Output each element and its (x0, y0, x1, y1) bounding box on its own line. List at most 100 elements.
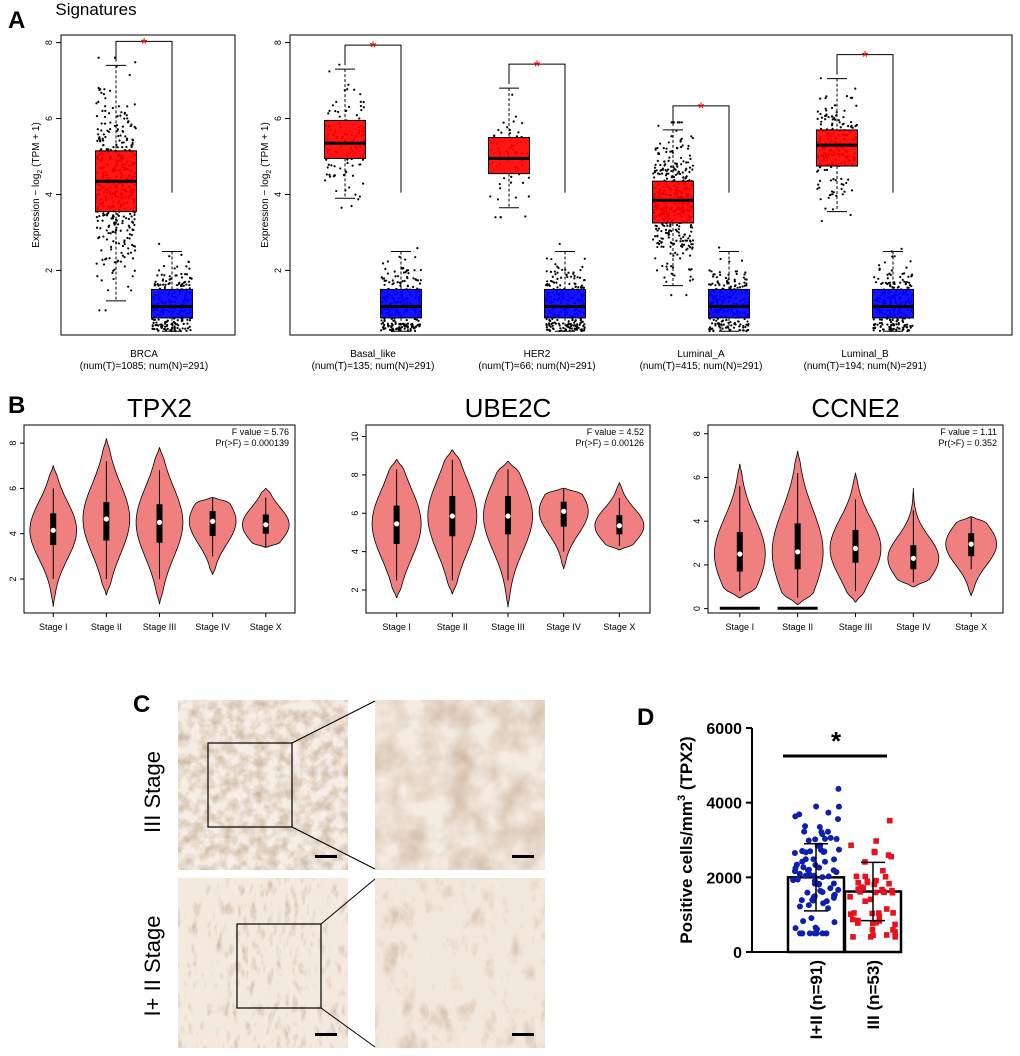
data-point (391, 279, 394, 282)
data-point (108, 89, 112, 92)
data-point (721, 327, 724, 330)
data-point (556, 271, 559, 274)
data-point (105, 229, 108, 232)
group-name: Luminal_A (677, 349, 725, 360)
data-point (744, 325, 747, 329)
data-point (724, 276, 728, 280)
data-point (164, 283, 167, 286)
y-tick-label: 6 (350, 511, 360, 516)
data-point (819, 889, 826, 896)
data-point (101, 258, 104, 261)
data-point (670, 272, 673, 275)
data-point (855, 879, 862, 886)
data-point (668, 229, 671, 232)
group-name: Luminal_B (841, 349, 889, 360)
data-point (406, 275, 409, 279)
data-point (890, 327, 893, 331)
data-point (351, 174, 355, 177)
data-point (361, 158, 365, 161)
data-point (659, 163, 662, 167)
data-point (515, 135, 519, 138)
data-point (386, 272, 390, 275)
data-point (667, 231, 670, 234)
data-point (847, 911, 854, 917)
data-point (514, 196, 517, 199)
data-point (102, 133, 105, 136)
x-tick-label: Stage II (91, 622, 122, 632)
data-point (893, 255, 896, 258)
data-point (896, 318, 899, 321)
data-point (831, 856, 838, 863)
data-point (576, 323, 579, 326)
data-point (578, 276, 582, 279)
data-point (188, 325, 191, 328)
data-point (876, 913, 883, 920)
data-point (665, 172, 668, 175)
data-point (833, 835, 840, 842)
data-point (873, 877, 879, 884)
data-point (132, 221, 135, 224)
data-point (418, 323, 422, 326)
data-point (383, 283, 386, 286)
data-point (889, 273, 892, 276)
data-point (126, 105, 129, 108)
data-point (164, 325, 167, 328)
data-point (835, 886, 842, 893)
data-point (804, 889, 811, 896)
data-point (838, 121, 841, 124)
data-point (719, 257, 722, 261)
data-point (545, 317, 548, 321)
data-point (842, 183, 845, 186)
data-point (549, 319, 552, 323)
data-point (717, 282, 720, 285)
data-point (110, 245, 113, 248)
data-point (830, 880, 837, 887)
data-point (744, 271, 747, 274)
data-point (106, 129, 109, 132)
data-point (180, 283, 184, 286)
data-point (843, 109, 846, 112)
data-point (116, 129, 119, 132)
data-point (673, 274, 676, 277)
data-point (122, 215, 125, 218)
data-point (403, 327, 406, 330)
data-point (823, 898, 830, 905)
data-point (847, 894, 853, 900)
data-point (796, 870, 803, 877)
data-point (554, 273, 557, 276)
data-point (172, 320, 176, 324)
data-point (670, 294, 673, 297)
violin-median (795, 549, 801, 555)
data-point (845, 181, 848, 185)
y-tick-label: 8 (350, 472, 360, 477)
data-point (659, 142, 662, 145)
data-point (742, 329, 745, 332)
data-point (854, 87, 857, 90)
data-point (545, 326, 548, 329)
data-point (806, 930, 813, 937)
data-point (187, 260, 190, 263)
data-point (570, 275, 573, 278)
data-point (334, 109, 337, 113)
data-point (658, 239, 661, 243)
data-point (496, 198, 500, 201)
data-point (112, 146, 115, 149)
data-point (133, 213, 136, 217)
data-point (97, 56, 100, 59)
data-point (324, 179, 327, 182)
data-point (725, 318, 728, 322)
data-point (390, 322, 393, 325)
data-point (126, 236, 129, 239)
chart-title: Signatures (55, 0, 136, 19)
zoom-connector (291, 700, 376, 744)
y-tick-label: 8 (8, 441, 18, 446)
data-point (190, 277, 193, 280)
data-point (869, 926, 876, 933)
data-point (131, 228, 134, 231)
data-point (381, 262, 385, 265)
data-point (165, 280, 168, 283)
data-point (97, 137, 101, 140)
data-point (117, 214, 120, 217)
data-point (667, 172, 670, 175)
data-point (680, 244, 683, 248)
